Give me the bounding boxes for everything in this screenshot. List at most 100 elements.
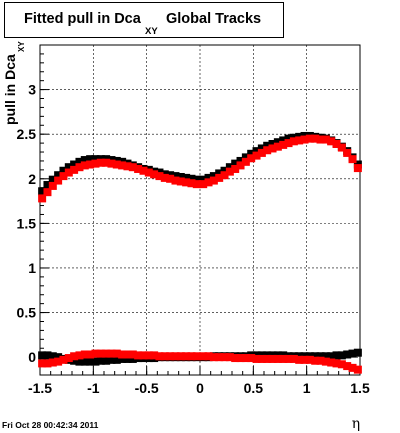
chart-title-subscript: XY [145, 26, 158, 37]
data-point [311, 356, 320, 365]
data-point [118, 161, 127, 170]
data-point [220, 353, 229, 362]
data-point [70, 352, 79, 361]
data-point [321, 135, 330, 144]
data-point [187, 174, 196, 183]
data-point [348, 349, 357, 358]
data-point [187, 179, 196, 188]
data-point [192, 352, 201, 361]
data-point [343, 148, 352, 157]
timestamp: Fri Oct 28 00:42:34 2011 [2, 420, 99, 430]
data-point [215, 353, 224, 362]
data-point [48, 352, 57, 361]
data-point [38, 194, 47, 203]
data-point [279, 354, 288, 363]
data-point [343, 362, 352, 371]
data-point [54, 171, 63, 180]
data-point [353, 164, 362, 173]
data-point [348, 155, 357, 164]
y-tick-label: 2.5 [17, 126, 37, 142]
data-point [48, 181, 57, 190]
data-point [118, 354, 127, 363]
data-point [38, 351, 47, 360]
data-point [182, 178, 191, 187]
data-point [220, 166, 229, 175]
y-tick-label: 0.5 [17, 305, 37, 321]
tick-layer [39, 53, 361, 375]
y-tick-label: 0 [28, 349, 36, 365]
data-point [225, 167, 234, 176]
data-point [337, 143, 346, 152]
data-point [54, 353, 63, 362]
x-tick-label: -1.5 [28, 380, 52, 396]
data-point [273, 138, 282, 147]
data-point [284, 134, 293, 143]
data-point [107, 349, 116, 358]
data-point [327, 352, 336, 361]
data-point [305, 134, 314, 143]
data-point [300, 135, 309, 144]
data-point [289, 354, 298, 363]
data-point [112, 355, 121, 364]
data-point [241, 354, 250, 363]
data-point [59, 355, 68, 364]
data-point [257, 148, 266, 157]
data-point [204, 178, 213, 187]
tick-label-layer: -1.5 -1 -0.5 0 0.5 1 1.5 0 0.5 1 1.5 2 2.5 3 [17, 82, 370, 396]
x-tick-label: -1 [87, 380, 100, 396]
data-point [123, 350, 132, 359]
data-point [139, 166, 148, 175]
data-point [54, 176, 63, 185]
data-point [43, 351, 52, 360]
data-point [204, 352, 213, 361]
data-point [155, 352, 164, 361]
data-point [171, 352, 180, 361]
data-point [337, 360, 346, 369]
data-point [247, 354, 256, 363]
data-point [139, 351, 148, 360]
data-point [107, 355, 116, 364]
chart-title: Fitted pull in Dca [24, 11, 141, 27]
data-point [96, 158, 105, 167]
data-point [171, 176, 180, 185]
data-point [176, 352, 185, 361]
data-point [123, 162, 132, 171]
title-box: Fitted pull in Dca XY Global Tracks [4, 2, 284, 38]
data-point [192, 175, 201, 184]
data-point [96, 349, 105, 358]
data-point [236, 354, 245, 363]
x-tick-label: -0.5 [135, 380, 159, 396]
data-point [48, 358, 57, 367]
data-point [236, 156, 245, 165]
data-point [316, 356, 325, 365]
data-point [215, 169, 224, 178]
data-point [327, 358, 336, 367]
data-point [231, 159, 240, 168]
data-point [268, 140, 277, 148]
data-point [70, 160, 79, 169]
data-point [86, 350, 95, 359]
data-point [144, 351, 153, 360]
data-point [332, 359, 341, 368]
data-point [225, 163, 234, 172]
data-point [38, 359, 47, 368]
data-point [199, 352, 208, 361]
data-point [70, 165, 79, 174]
data-point [128, 354, 137, 363]
data-point [80, 350, 89, 359]
data-point [176, 173, 185, 181]
data-point [75, 351, 84, 360]
data-point [102, 158, 111, 167]
data-point [54, 357, 63, 366]
data-point [263, 354, 272, 363]
data-point [279, 136, 288, 145]
data-point [43, 181, 52, 190]
data-point [102, 349, 111, 358]
y-tick-label: 1 [28, 260, 36, 276]
data-point [112, 160, 121, 169]
data-point [316, 135, 325, 144]
data-point [220, 171, 229, 180]
data-point [231, 354, 240, 363]
data-point [353, 365, 362, 374]
